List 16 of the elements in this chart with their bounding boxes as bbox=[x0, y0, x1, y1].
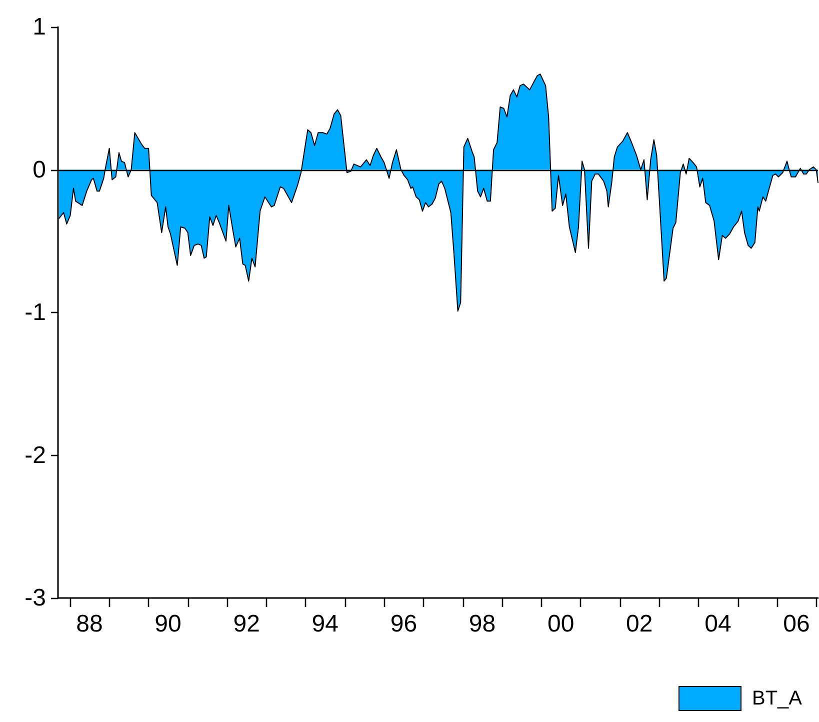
x-tick-label: 98 bbox=[468, 610, 496, 638]
x-tick-label: 88 bbox=[76, 610, 103, 638]
y-tick-label: -1 bbox=[24, 299, 46, 326]
y-tick-label: 0 bbox=[32, 156, 46, 184]
x-tick-label: 00 bbox=[548, 610, 574, 638]
x-tick-label: 02 bbox=[626, 610, 653, 638]
x-tick-label: 96 bbox=[390, 610, 418, 638]
x-tick-label: 92 bbox=[233, 610, 260, 638]
y-tick-label: 1 bbox=[32, 14, 46, 40]
x-tick-label: 06 bbox=[783, 610, 810, 638]
legend-label: BT_A bbox=[752, 688, 803, 710]
y-tick-label: -3 bbox=[24, 584, 46, 612]
x-tick-label: 94 bbox=[312, 610, 338, 638]
x-tick-label: 90 bbox=[154, 610, 182, 638]
x-tick-label: 04 bbox=[704, 610, 732, 638]
y-tick-label: -2 bbox=[24, 442, 46, 469]
